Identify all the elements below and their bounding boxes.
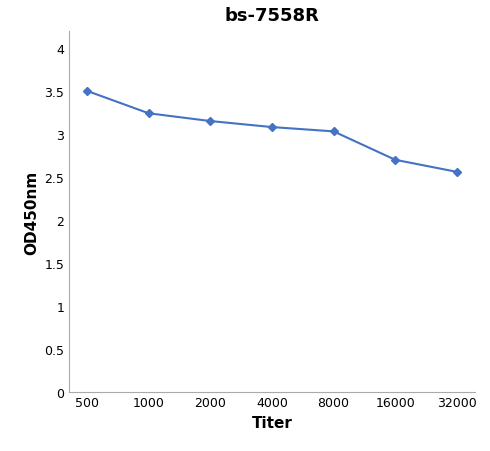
- Y-axis label: OD450nm: OD450nm: [24, 170, 39, 254]
- X-axis label: Titer: Titer: [251, 415, 293, 430]
- Title: bs-7558R: bs-7558R: [224, 6, 319, 24]
